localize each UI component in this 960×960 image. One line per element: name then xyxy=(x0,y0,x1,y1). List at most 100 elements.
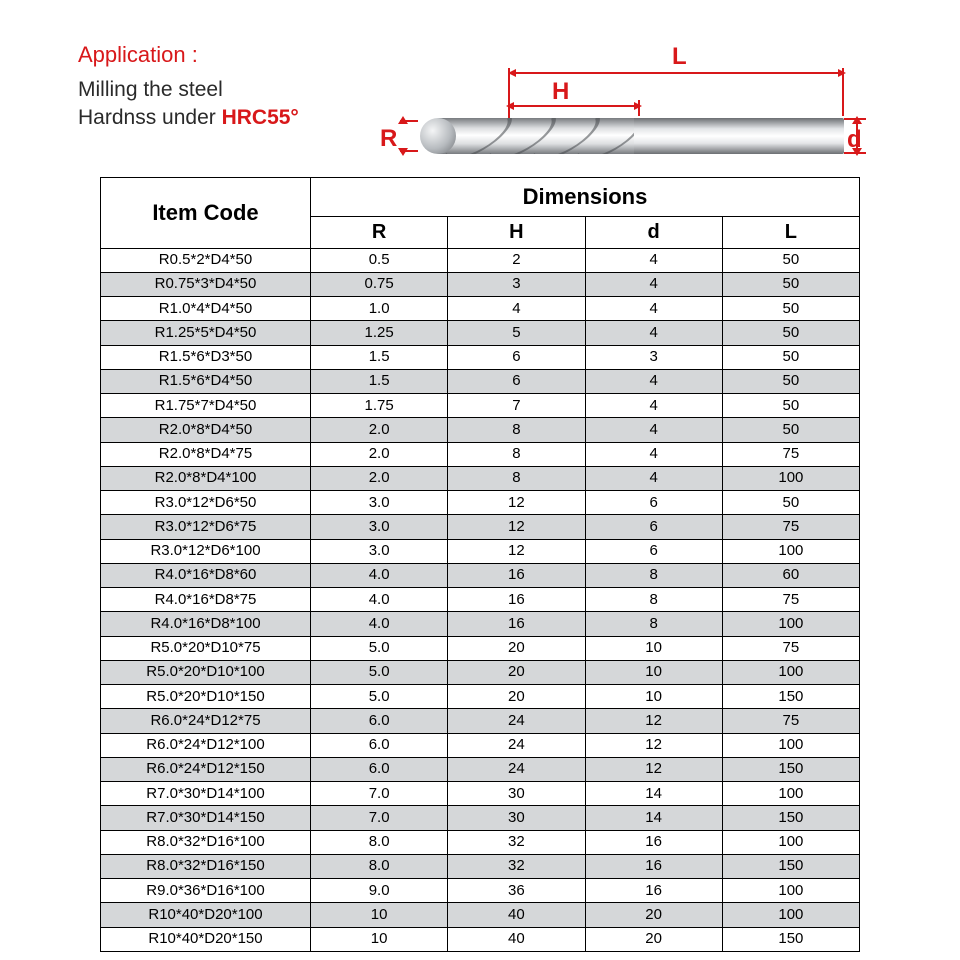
cell-R: 8.0 xyxy=(311,830,448,854)
cell-L: 100 xyxy=(722,733,859,757)
cell-itemcode: R1.5*6*D4*50 xyxy=(101,369,311,393)
cell-H: 24 xyxy=(448,733,585,757)
cell-itemcode: R6.0*24*D12*100 xyxy=(101,733,311,757)
cell-d: 10 xyxy=(585,685,722,709)
cell-itemcode: R6.0*24*D12*75 xyxy=(101,709,311,733)
cell-d: 16 xyxy=(585,879,722,903)
table-row: R3.0*12*D6*503.012650 xyxy=(101,491,860,515)
cell-d: 6 xyxy=(585,491,722,515)
cell-L: 75 xyxy=(722,515,859,539)
cell-H: 16 xyxy=(448,612,585,636)
application-line-2-prefix: Hardnss under xyxy=(78,106,222,129)
table-row: R7.0*30*D14*1507.03014150 xyxy=(101,806,860,830)
cell-R: 6.0 xyxy=(311,733,448,757)
cell-H: 32 xyxy=(448,854,585,878)
cell-itemcode: R3.0*12*D6*50 xyxy=(101,491,311,515)
cell-L: 150 xyxy=(722,927,859,951)
cell-H: 30 xyxy=(448,782,585,806)
endmill-icon xyxy=(420,118,844,154)
cell-L: 75 xyxy=(722,442,859,466)
cell-R: 10 xyxy=(311,927,448,951)
table-row: R8.0*32*D16*1508.03216150 xyxy=(101,854,860,878)
cell-R: 3.0 xyxy=(311,515,448,539)
cell-R: 5.0 xyxy=(311,636,448,660)
cell-itemcode: R5.0*20*D10*150 xyxy=(101,685,311,709)
cell-itemcode: R8.0*32*D16*150 xyxy=(101,854,311,878)
table-row: R6.0*24*D12*1506.02412150 xyxy=(101,757,860,781)
dim-line-R xyxy=(402,118,404,154)
cell-L: 100 xyxy=(722,782,859,806)
table-row: R2.0*8*D4*752.08475 xyxy=(101,442,860,466)
cell-R: 0.5 xyxy=(311,248,448,272)
cell-R: 10 xyxy=(311,903,448,927)
cell-d: 6 xyxy=(585,515,722,539)
cell-H: 12 xyxy=(448,539,585,563)
cell-L: 50 xyxy=(722,491,859,515)
cell-H: 5 xyxy=(448,321,585,345)
cell-d: 8 xyxy=(585,588,722,612)
cell-d: 12 xyxy=(585,757,722,781)
endmill-shank xyxy=(634,118,844,154)
cell-L: 100 xyxy=(722,539,859,563)
table-row: R2.0*8*D4*1002.084100 xyxy=(101,466,860,490)
col-itemcode: Item Code xyxy=(101,177,311,248)
spec-table-wrap: Item Code Dimensions R H d L R0.5*2*D4*5… xyxy=(100,177,860,952)
cell-H: 3 xyxy=(448,272,585,296)
cell-d: 4 xyxy=(585,466,722,490)
cell-d: 14 xyxy=(585,806,722,830)
dim-label-R: R xyxy=(380,125,397,153)
cell-H: 2 xyxy=(448,248,585,272)
endmill-ballnose xyxy=(420,118,456,154)
cell-d: 8 xyxy=(585,563,722,587)
cell-R: 6.0 xyxy=(311,757,448,781)
table-row: R7.0*30*D14*1007.03014100 xyxy=(101,782,860,806)
cell-R: 1.0 xyxy=(311,297,448,321)
cell-d: 10 xyxy=(585,636,722,660)
cell-R: 4.0 xyxy=(311,612,448,636)
cell-R: 0.75 xyxy=(311,272,448,296)
table-row: R0.5*2*D4*500.52450 xyxy=(101,248,860,272)
cell-d: 10 xyxy=(585,660,722,684)
dim-line-H xyxy=(510,105,638,107)
cell-itemcode: R2.0*8*D4*100 xyxy=(101,466,311,490)
cell-H: 20 xyxy=(448,636,585,660)
table-row: R4.0*16*D8*604.016860 xyxy=(101,563,860,587)
table-row: R10*40*D20*100104020100 xyxy=(101,903,860,927)
cell-H: 32 xyxy=(448,830,585,854)
dim-label-H: H xyxy=(552,78,569,106)
cell-L: 100 xyxy=(722,879,859,903)
cell-L: 50 xyxy=(722,418,859,442)
cell-R: 1.25 xyxy=(311,321,448,345)
cell-itemcode: R4.0*16*D8*100 xyxy=(101,612,311,636)
cell-L: 75 xyxy=(722,636,859,660)
table-row: R5.0*20*D10*755.0201075 xyxy=(101,636,860,660)
dim-label-L: L xyxy=(672,43,687,71)
table-row: R1.5*6*D3*501.56350 xyxy=(101,345,860,369)
cell-d: 16 xyxy=(585,830,722,854)
cell-H: 16 xyxy=(448,563,585,587)
cell-L: 150 xyxy=(722,757,859,781)
cell-d: 12 xyxy=(585,709,722,733)
table-row: R8.0*32*D16*1008.03216100 xyxy=(101,830,860,854)
cell-R: 8.0 xyxy=(311,854,448,878)
cell-d: 4 xyxy=(585,248,722,272)
cell-d: 4 xyxy=(585,272,722,296)
table-row: R6.0*24*D12*1006.02412100 xyxy=(101,733,860,757)
cell-H: 8 xyxy=(448,418,585,442)
cell-H: 40 xyxy=(448,927,585,951)
col-dimensions: Dimensions xyxy=(311,177,860,216)
cell-itemcode: R2.0*8*D4*75 xyxy=(101,442,311,466)
col-R: R xyxy=(311,216,448,248)
cell-d: 14 xyxy=(585,782,722,806)
cell-d: 12 xyxy=(585,733,722,757)
cell-d: 4 xyxy=(585,442,722,466)
cell-itemcode: R0.5*2*D4*50 xyxy=(101,248,311,272)
dim-tick-R-top xyxy=(400,120,418,122)
cell-itemcode: R5.0*20*D10*100 xyxy=(101,660,311,684)
cell-R: 7.0 xyxy=(311,806,448,830)
col-L: L xyxy=(722,216,859,248)
table-row: R3.0*12*D6*753.012675 xyxy=(101,515,860,539)
col-H: H xyxy=(448,216,585,248)
cell-itemcode: R9.0*36*D16*100 xyxy=(101,879,311,903)
cell-L: 50 xyxy=(722,394,859,418)
